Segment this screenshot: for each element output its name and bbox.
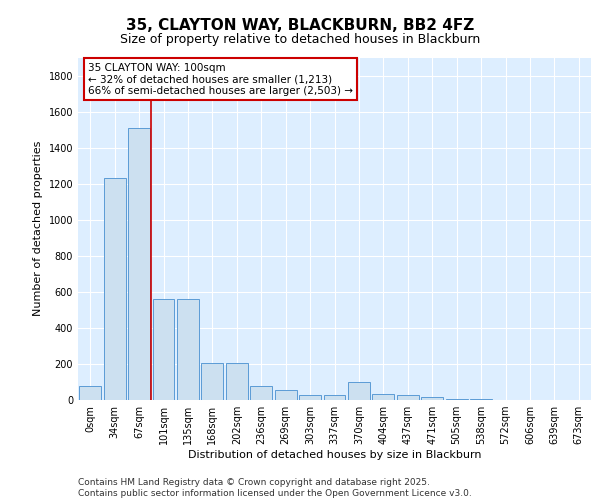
X-axis label: Distribution of detached houses by size in Blackburn: Distribution of detached houses by size …	[188, 450, 481, 460]
Bar	[177, 299, 199, 400]
Bar	[275, 390, 296, 400]
Text: Size of property relative to detached houses in Blackburn: Size of property relative to detached ho…	[120, 32, 480, 46]
Bar	[79, 386, 101, 400]
Bar	[152, 299, 175, 400]
Bar	[250, 386, 272, 400]
Bar	[128, 128, 150, 400]
Bar	[104, 178, 125, 400]
Text: Contains HM Land Registry data © Crown copyright and database right 2025.
Contai: Contains HM Land Registry data © Crown c…	[78, 478, 472, 498]
Bar	[373, 394, 394, 400]
Bar	[299, 396, 321, 400]
Text: 35, CLAYTON WAY, BLACKBURN, BB2 4FZ: 35, CLAYTON WAY, BLACKBURN, BB2 4FZ	[126, 18, 474, 32]
Y-axis label: Number of detached properties: Number of detached properties	[33, 141, 43, 316]
Bar	[348, 382, 370, 400]
Bar	[421, 397, 443, 400]
Bar	[226, 363, 248, 400]
Text: 35 CLAYTON WAY: 100sqm
← 32% of detached houses are smaller (1,213)
66% of semi-: 35 CLAYTON WAY: 100sqm ← 32% of detached…	[88, 62, 353, 96]
Bar	[446, 398, 467, 400]
Bar	[397, 396, 419, 400]
Bar	[323, 396, 346, 400]
Bar	[202, 363, 223, 400]
